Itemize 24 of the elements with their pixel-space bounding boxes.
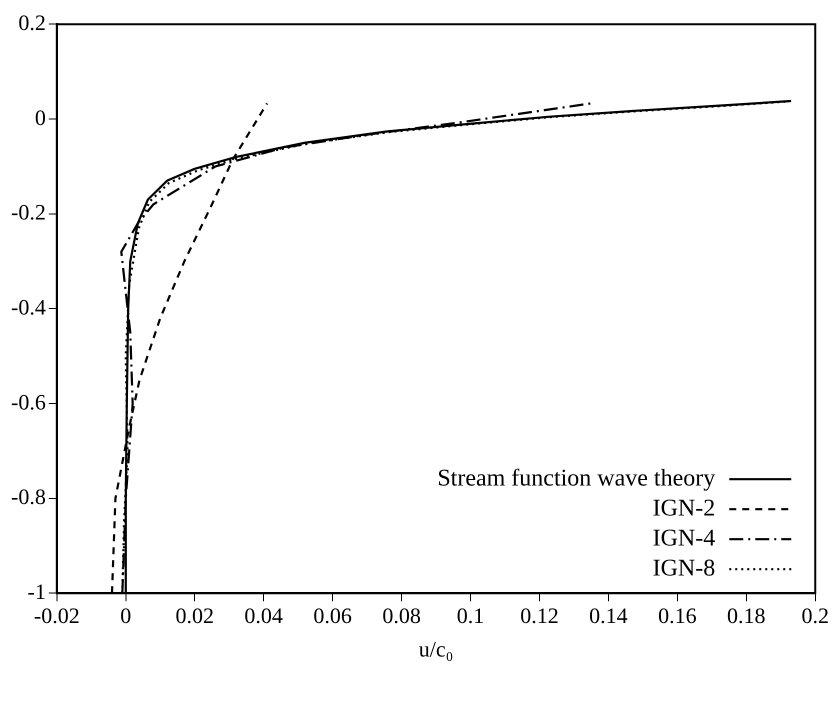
x-tick-label: 0.14 — [589, 603, 628, 628]
legend-label: Stream function wave theory — [437, 465, 716, 492]
y-tick-label: -1 — [28, 578, 46, 604]
y-tick-label: -0.4 — [11, 294, 46, 320]
legend-label: IGN-4 — [652, 525, 716, 552]
x-axis-title: u/c₀ — [418, 636, 454, 662]
x-tick-label: 0.2 — [802, 603, 829, 628]
x-tick-label: 0.04 — [244, 603, 283, 628]
legend-label: IGN-8 — [652, 555, 716, 582]
x-tick-label: 0.02 — [175, 603, 214, 628]
x-tick-label: 0.12 — [520, 603, 559, 628]
y-tick-label: -0.6 — [11, 389, 46, 414]
y-tick-label: 0.2 — [18, 10, 46, 35]
x-tick-label: 0.1 — [456, 603, 484, 628]
x-tick-label: 0.06 — [313, 603, 352, 628]
x-tick-label: -0.02 — [34, 603, 80, 628]
x-tick-label: 0 — [120, 603, 132, 628]
y-tick-label: 0 — [34, 104, 46, 130]
x-tick-label: 0.18 — [727, 603, 766, 628]
y-tick-label: -0.8 — [11, 484, 46, 510]
x-tick-label: 0.08 — [382, 603, 421, 628]
legend-label: IGN-2 — [652, 495, 716, 522]
x-tick-label: 0.16 — [658, 603, 697, 628]
y-tick-label: -0.2 — [11, 200, 46, 225]
